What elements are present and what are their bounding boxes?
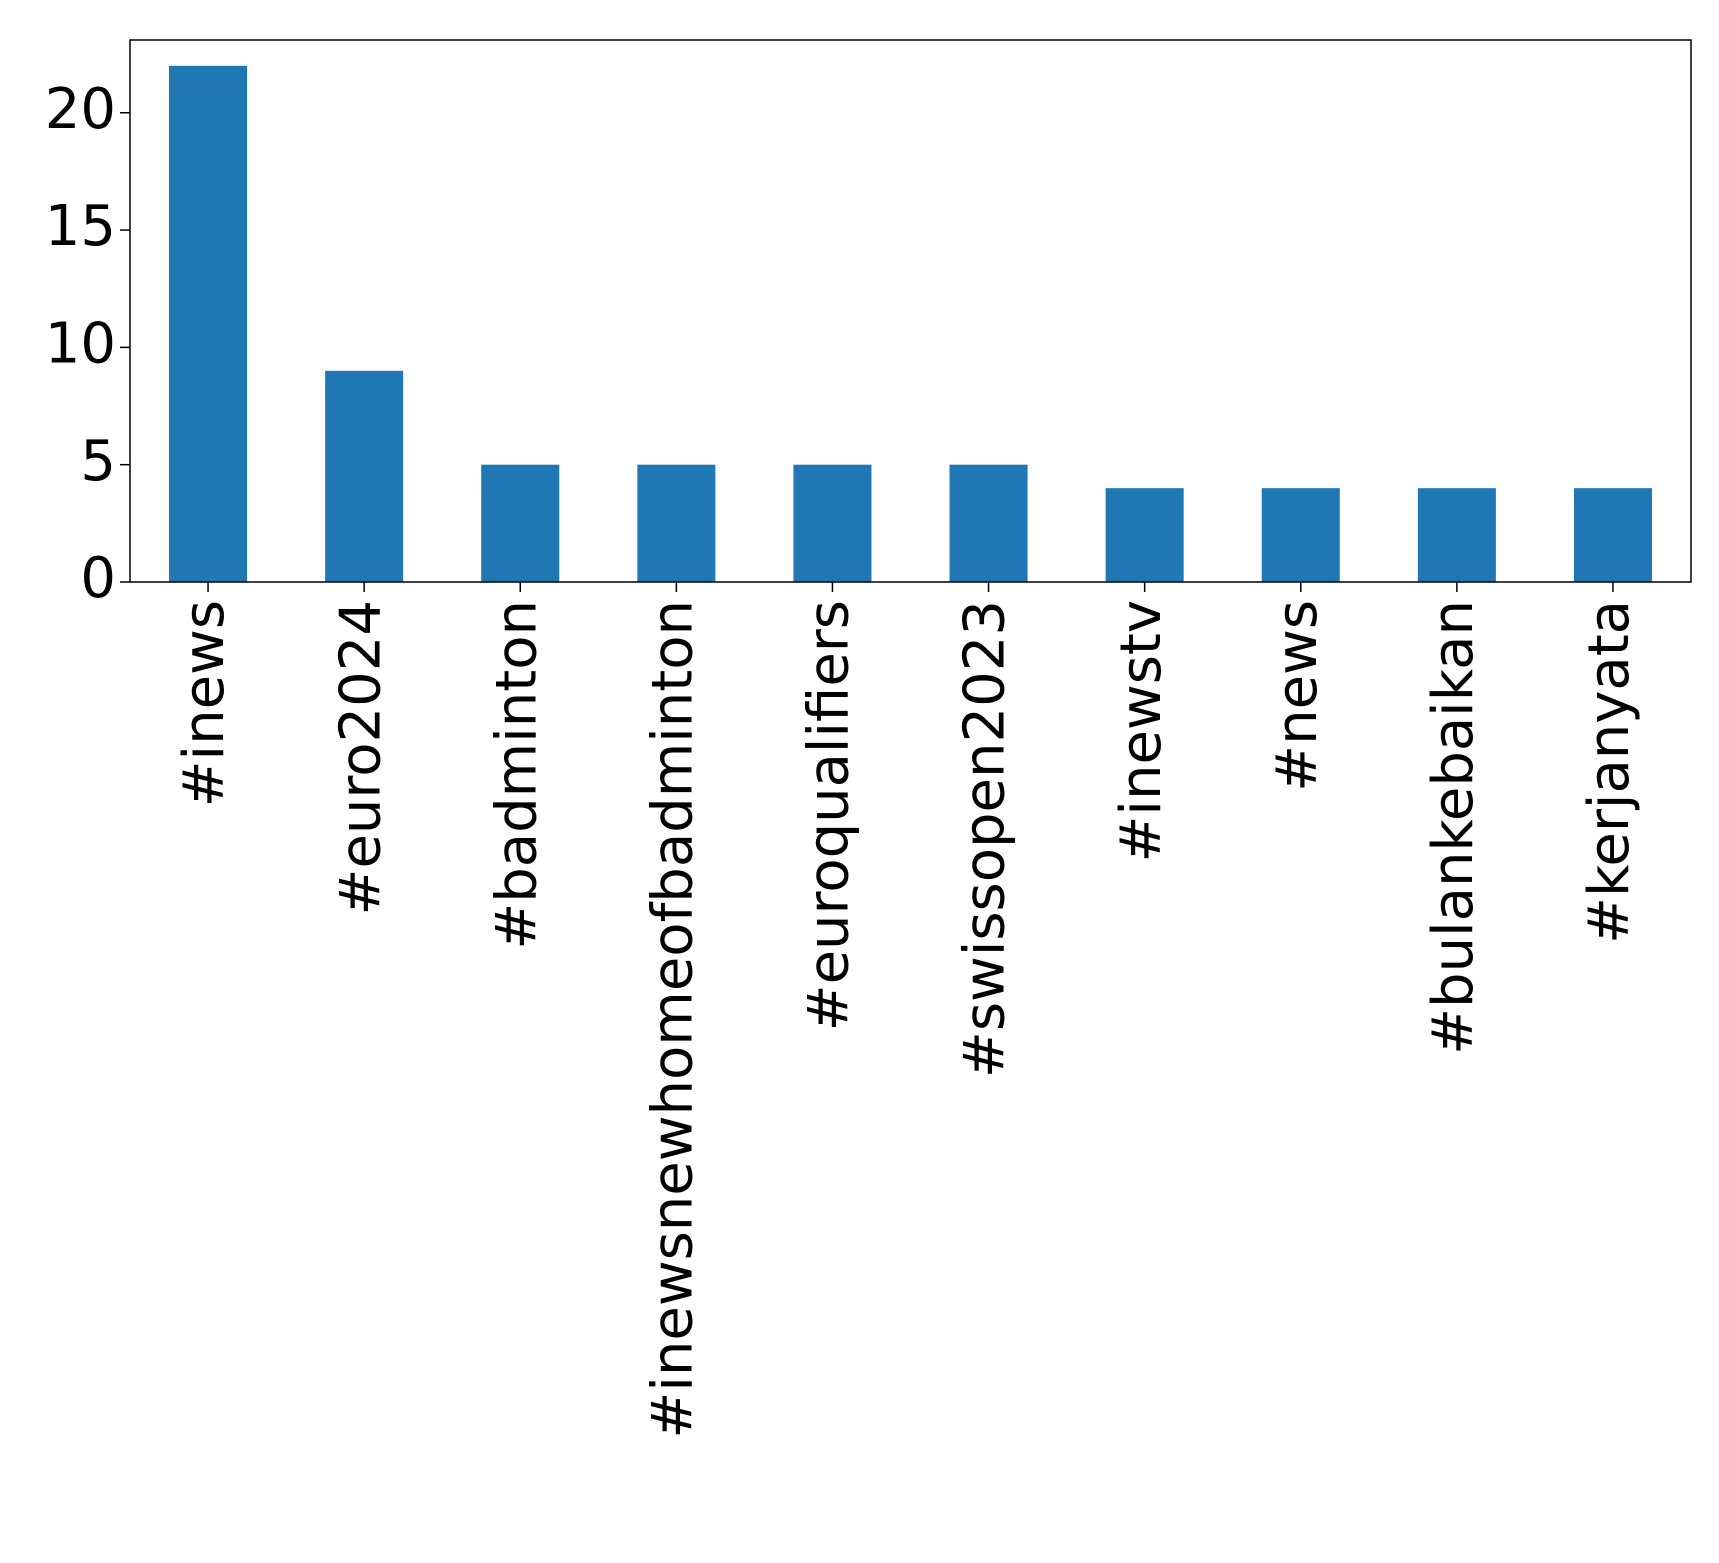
bars-layer [169,65,1652,583]
x-tick-label: #inewsnewhomeofbadminton [640,600,705,1439]
x-tick-label: #kerjanyata [1577,600,1642,944]
bar-news [1261,488,1340,582]
bar-bulankebaikan [1417,488,1496,582]
bar-inews [169,65,248,583]
x-tick-label: #inews [172,600,237,807]
bar-badminton [481,464,560,582]
bar-inewsnewhomeofbadminton [637,464,716,582]
y-tick-label: 0 [80,546,116,611]
bar-kerjanyata [1573,488,1652,582]
x-tick-label: #news [1265,600,1330,792]
y-tick-label: 5 [80,429,116,494]
x-tick-label: #inewstv [1109,600,1174,863]
bar-inewstv [1105,488,1184,582]
x-tick-label: #euroqualifiers [797,600,862,1031]
plot-frame [129,39,1692,583]
x-tick-label: #swissopen2023 [953,600,1018,1078]
x-axis: #inews #euro2024 #badminton #inewsnewhomeof… [172,582,1642,1439]
y-tick-label: 20 [45,77,116,142]
y-tick-label: 10 [45,312,116,377]
y-axis: 0 5 10 15 20 [45,77,130,611]
y-tick-label: 15 [45,194,116,259]
bar-euro2024 [325,370,404,582]
x-tick-label: #bulankebaikan [1421,600,1486,1055]
bar-swissopen2023 [949,464,1028,582]
x-tick-label: #badminton [484,600,549,950]
bar-euroqualifiers [793,464,872,582]
x-tick-label: #euro2024 [328,600,393,915]
